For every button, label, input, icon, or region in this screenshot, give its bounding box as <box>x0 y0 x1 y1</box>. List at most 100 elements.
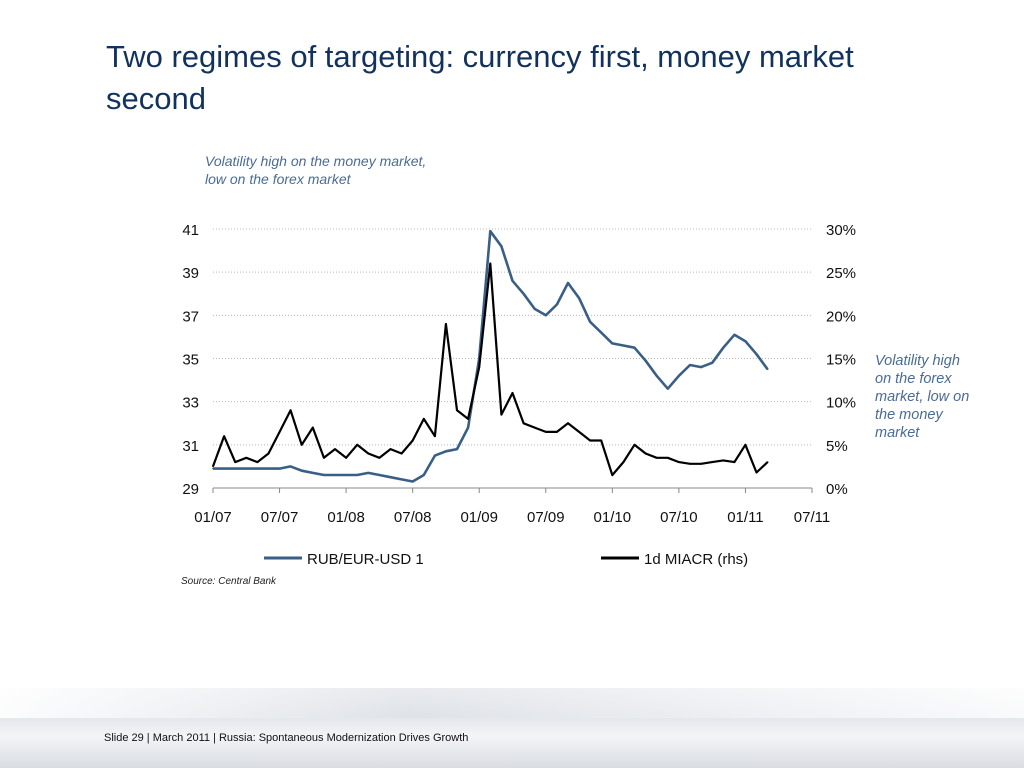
data-point <box>578 297 580 299</box>
data-point <box>367 452 370 455</box>
data-point <box>389 448 392 450</box>
data-point <box>345 456 347 459</box>
data-point <box>400 478 403 481</box>
data-point <box>267 467 270 470</box>
data-point <box>744 340 747 343</box>
data-point <box>234 467 236 470</box>
data-point <box>411 439 414 442</box>
data-point <box>766 461 769 463</box>
y-right-axis: 0% 5% 10% 15% 20% 25% 30% <box>826 222 856 498</box>
data-point <box>556 303 558 306</box>
data-point <box>766 368 769 371</box>
data-point <box>578 431 580 433</box>
data-point <box>312 472 314 474</box>
legend: RUB/EUR-USD 1 1d MIACR (rhs) <box>264 551 748 568</box>
y-left-tick-label: 35 <box>182 352 199 369</box>
data-point <box>289 409 292 412</box>
data-point <box>567 422 569 425</box>
data-point <box>378 456 381 459</box>
data-point <box>600 331 603 334</box>
data-point <box>589 321 591 323</box>
x-tick-label: 07/10 <box>660 509 698 526</box>
data-point <box>411 480 414 483</box>
data-point <box>489 230 492 232</box>
data-point <box>655 374 658 377</box>
data-point <box>445 450 447 453</box>
data-point <box>733 333 736 336</box>
data-point <box>722 459 725 462</box>
data-point <box>456 409 458 412</box>
data-point <box>278 467 281 470</box>
x-tick-label: 07/08 <box>394 509 432 526</box>
y-left-axis: 29 31 33 35 37 39 41 <box>182 222 199 498</box>
y-right-tick-label: 0% <box>826 481 848 498</box>
y-right-tick-label: 30% <box>826 222 856 239</box>
data-point <box>511 280 514 282</box>
data-point <box>644 359 647 362</box>
data-point <box>755 353 758 355</box>
data-point <box>234 461 236 463</box>
footer-band <box>0 688 1024 768</box>
y-left-tick-label: 39 <box>182 265 199 282</box>
data-point <box>500 245 503 248</box>
data-point <box>633 346 636 349</box>
data-point <box>500 413 503 416</box>
data-point <box>245 467 248 470</box>
data-point <box>378 474 381 476</box>
chart: 29 31 33 35 37 39 41 0% 5% 10% 15% 20% 25% 30% 01/07… <box>182 222 856 568</box>
data-point <box>544 431 547 433</box>
data-point <box>223 467 225 470</box>
data-point <box>223 435 225 438</box>
y-right-tick-label: 15% <box>826 352 856 369</box>
data-point <box>356 474 359 476</box>
data-point <box>711 461 713 463</box>
source-note: Source: Central Bank <box>181 576 277 587</box>
data-point <box>666 456 669 459</box>
data-point <box>256 467 259 470</box>
data-point <box>389 476 392 479</box>
data-point <box>345 474 347 476</box>
x-tick-label: 01/10 <box>594 509 632 526</box>
data-point <box>312 426 314 429</box>
data-point <box>678 461 680 463</box>
data-point <box>522 292 525 295</box>
data-point <box>655 456 658 459</box>
data-point <box>289 465 292 468</box>
x-tick-label: 01/08 <box>327 509 365 526</box>
data-point <box>700 463 702 465</box>
data-point <box>533 426 536 429</box>
data-point <box>478 366 481 368</box>
data-point <box>666 387 669 390</box>
data-point <box>689 463 691 465</box>
slide-title: Two regimes of targeting: currency first… <box>106 39 854 116</box>
y-left-tick-label: 41 <box>182 222 199 239</box>
data-point <box>522 422 525 425</box>
x-tick-label: 01/07 <box>194 509 232 526</box>
data-point <box>700 366 702 368</box>
y-right-tick-label: 10% <box>826 395 856 412</box>
data-point <box>267 452 270 455</box>
data-point <box>367 472 370 474</box>
data-point <box>212 465 214 468</box>
data-point <box>600 439 603 442</box>
data-point <box>467 418 469 420</box>
y-left-tick-label: 31 <box>182 438 199 455</box>
data-point <box>356 444 359 446</box>
x-tick-label: 07/09 <box>527 509 565 526</box>
data-point <box>278 431 281 433</box>
data-point <box>323 456 325 459</box>
data-point <box>589 439 591 442</box>
data-point <box>445 323 447 325</box>
data-point <box>622 461 625 463</box>
data-point <box>256 461 259 463</box>
data-point <box>434 454 436 457</box>
annotation-right: Volatility high on the forex market, low… <box>875 353 970 441</box>
data-point <box>533 308 536 310</box>
data-point <box>733 461 736 463</box>
data-point <box>611 342 614 345</box>
x-axis: 01/07 07/07 01/08 07/08 01/09 07/09 01/10 07/10… <box>194 487 830 526</box>
y-left-tick-label: 29 <box>182 481 199 498</box>
data-point <box>245 456 248 459</box>
data-point <box>722 346 725 349</box>
y-right-tick-label: 25% <box>826 265 856 282</box>
